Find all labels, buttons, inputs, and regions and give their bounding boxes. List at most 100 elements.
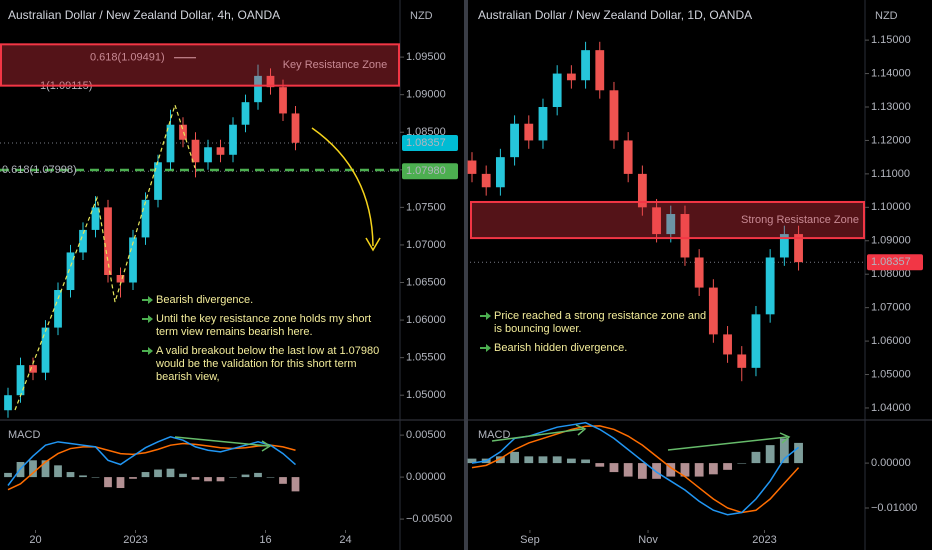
price-tag-label: 1.07980 [406,165,446,177]
zone-label: Strong Resistance Zone [741,214,859,226]
note-text: Bearish divergence. [156,294,254,306]
candle-body [266,75,275,88]
y-tick-label: 1.06000 [406,314,446,326]
candle-body [779,234,789,258]
divergence-arrow [491,428,584,442]
macd-histogram-bar [495,456,505,464]
macd-histogram-bar [694,463,704,477]
note-arrow [142,296,153,304]
macd-histogram-bar [179,473,187,478]
note: Price reached a strong resistance zone a… [480,310,710,336]
candle-body [79,229,87,253]
candle-body [510,123,519,158]
macd-histogram-bar [254,472,262,478]
macd-histogram-bar [54,465,62,478]
macd-histogram-bar [79,475,87,478]
macd-histogram-bar [723,463,732,470]
candle-body [166,124,175,163]
macd-histogram-bar [104,477,112,488]
candle-body [241,102,250,125]
price-tag [402,163,458,180]
note-text: Bearish hidden divergence. [494,342,628,354]
note-arrow [480,312,491,320]
candle-body [29,365,37,373]
macd-histogram-bar [66,472,75,478]
candle-body [141,199,150,238]
candle-body [116,274,125,283]
note: Bearish divergence. [142,294,384,307]
note-text: Price reached a strong resistance zone a… [494,310,707,335]
macd-histogram-bar [91,477,100,478]
macd-histogram-bar [552,456,562,464]
y-tick-label: 1.07500 [406,201,446,213]
y-axis-label: NZD [875,10,898,22]
macd-histogram-bar [623,463,633,477]
zone-label: Key Resistance Zone [283,59,388,71]
macd-signal-line [7,442,296,491]
macd-signal-line [471,425,800,514]
candle-body [552,73,562,108]
y-tick-label: 1.05000 [871,368,911,380]
macd-histogram-bar [794,442,803,464]
macd-histogram-bar [708,463,718,475]
note: Bearish hidden divergence. [480,342,710,355]
candle-body [66,252,75,291]
macd-tick-label: 0.00000 [871,457,911,469]
macd-histogram-bar [216,477,225,482]
x-tick-label: 2023 [123,534,147,546]
divergence-arrow [667,436,788,451]
macd-tick-label: 0.00500 [406,429,446,441]
y-tick-label: 1.06500 [406,276,446,288]
candle-body [154,162,162,200]
candle-body [16,365,25,396]
note-arrow [142,315,153,323]
candle-body [723,334,732,355]
macd-histogram-bar [141,472,150,478]
y-tick-label: 1.13000 [871,101,911,113]
y-tick-label: 1.09500 [406,51,446,63]
candle-body [566,73,576,81]
divergence-arrow-head [261,440,272,452]
candle-body [54,290,62,328]
candle-body [229,124,237,155]
macd-histogram-bar [4,472,12,478]
candle-body [794,234,803,263]
y-tick-label: 1.07000 [406,239,446,251]
note-text: Until the key resistance zone holds my s… [156,313,372,338]
macd-histogram-bar [595,463,605,467]
notes: Bearish divergence. Until the key resista… [142,294,384,390]
macd-histogram-bar [581,459,590,464]
macd-histogram-bar [204,477,212,482]
macd-histogram-bar [116,477,125,489]
y-tick-label: 1.15000 [871,34,911,46]
projection-arrow-head [365,237,381,252]
x-tick-label: Nov [638,534,658,546]
macd-histogram-bar [154,469,162,478]
macd-histogram-bar [279,477,287,484]
candle-body [41,327,50,373]
candle-body [637,173,647,208]
candle-body [708,287,718,335]
price-tag [402,134,458,151]
candle-body [467,160,477,174]
candle-body [204,147,212,163]
candle-body [179,124,187,140]
macd-histogram-bar [751,451,761,464]
x-tick-label: 2023 [752,534,776,546]
macd-tick-label: 0.00000 [406,471,446,483]
macd-tick-label: −0.01000 [871,502,917,514]
macd-tick-label: −0.00500 [406,513,452,525]
macd-histogram-bar [566,458,576,464]
macd-histogram-bar [129,477,137,479]
y-tick-label: 1.11000 [871,168,910,180]
candle-body [538,107,548,141]
x-tick-label: 20 [29,534,41,546]
y-tick-label: 1.10000 [871,201,911,213]
candle-body [751,314,761,368]
candle-body [737,354,747,368]
macd-histogram-bar [666,463,676,477]
candle-body [254,75,262,103]
chart-title: Australian Dollar / New Zealand Dollar, … [8,8,280,22]
macd-label: MACD [8,429,40,441]
